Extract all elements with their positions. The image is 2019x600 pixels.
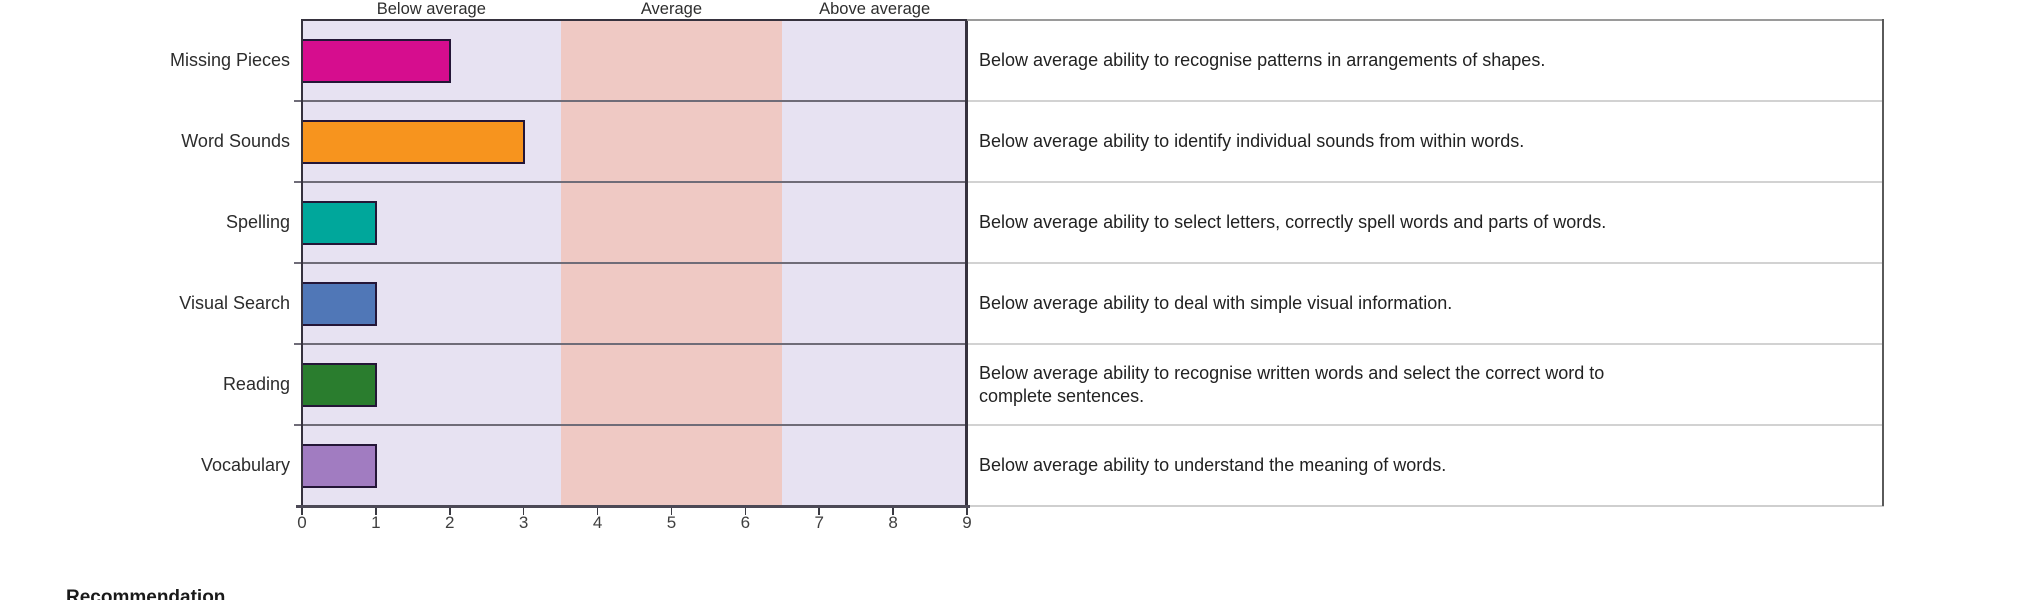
plot-frame-top	[300, 18, 969, 21]
row-label: Visual Search	[179, 293, 290, 313]
x-axis-tick-label: 2	[445, 513, 455, 532]
zone-label: Average	[640, 0, 703, 18]
row-separator	[967, 424, 1884, 426]
row-separator	[294, 100, 967, 102]
x-axis-tick-label: 0	[297, 513, 307, 532]
row-description: Below average ability to understand the …	[979, 455, 1447, 475]
row-separator	[294, 343, 967, 345]
x-axis-tick	[670, 507, 673, 515]
row-separator	[294, 262, 967, 264]
recommendation-heading: Recommendation	[66, 587, 226, 600]
x-axis-tick	[596, 507, 599, 515]
bar	[300, 200, 378, 245]
x-axis-tick-label: 4	[592, 513, 603, 532]
x-axis-tick	[301, 507, 303, 515]
row-description: Below average ability to select letters,…	[979, 212, 1607, 232]
x-axis-tick-label: 1	[371, 513, 381, 532]
bar	[300, 443, 378, 488]
row-description: Below average ability to identify indivi…	[979, 131, 1525, 151]
x-axis-tick-label: 9	[962, 513, 972, 532]
zone-label: Above average	[819, 0, 931, 18]
description-box-border-top	[967, 19, 1884, 21]
x-axis-tick	[744, 507, 747, 515]
bar	[300, 281, 378, 326]
row-label: Vocabulary	[200, 455, 290, 475]
x-axis-tick-label: 3	[518, 513, 529, 532]
row-label: Missing Pieces	[169, 50, 290, 70]
x-axis-line	[296, 504, 970, 508]
row-separator	[967, 262, 1884, 264]
row-separator	[967, 343, 1884, 345]
x-axis-tick	[892, 507, 894, 515]
plot-frame-left	[300, 18, 303, 506]
zone-label: Below average	[376, 0, 486, 18]
x-axis-tick	[448, 507, 451, 515]
row-label: Reading	[222, 374, 290, 394]
bar	[300, 362, 378, 407]
x-axis-tick-label: 8	[888, 513, 898, 532]
x-axis-tick	[966, 507, 968, 515]
plot-frame-right	[965, 18, 968, 506]
x-axis-tick-label: 6	[740, 513, 751, 532]
x-axis-tick-label: 7	[814, 513, 824, 532]
x-axis-tick	[375, 507, 377, 515]
row-separator	[294, 424, 967, 426]
row-description: Below average ability to recognise writt…	[979, 362, 1605, 406]
row-label: Word Sounds	[181, 131, 290, 151]
description-box-border-right	[1882, 19, 1884, 506]
row-separator	[294, 181, 967, 183]
x-axis-tick-label: 5	[666, 513, 677, 532]
row-description: Below average ability to deal with simpl…	[979, 293, 1453, 313]
x-axis-tick	[522, 507, 525, 515]
row-label: Spelling	[225, 212, 290, 232]
bar	[300, 119, 526, 164]
x-axis-tick	[818, 507, 821, 515]
row-description: Below average ability to recognise patte…	[979, 50, 1546, 70]
description-box-border-bottom	[967, 504, 1884, 507]
bar	[300, 38, 452, 83]
row-separator	[967, 100, 1884, 102]
row-separator	[967, 181, 1884, 183]
